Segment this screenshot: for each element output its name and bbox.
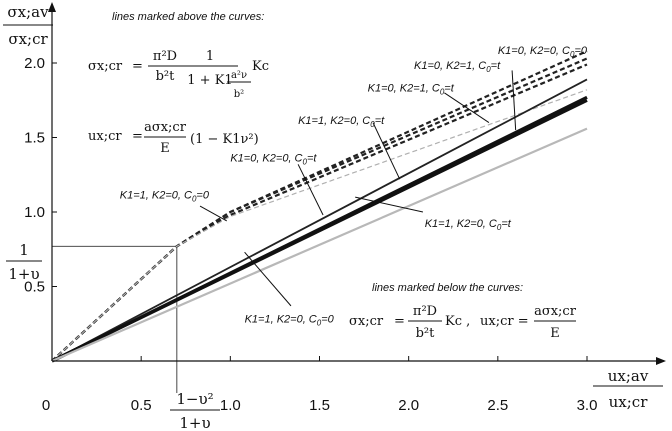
series-line-5 (51, 78, 588, 362)
y-marker-label-den: 1+υ (8, 265, 39, 283)
y-tick-label-2: 1.5 (24, 130, 45, 147)
formula-below-pi2d-den: b²t (416, 326, 436, 341)
annotation-leader-2 (511, 70, 517, 131)
x-axis-label-num: ux;av (608, 367, 649, 385)
formula-below-asig-num: aσx;cr (534, 304, 577, 319)
formula-pi2d-frac-den: b²t (156, 69, 176, 84)
annotation-label-2: K1=0, K2=1, C0=t (414, 60, 501, 74)
y-marker-label-num: 1 (19, 241, 29, 259)
formula-a2v-frac-den: b² (234, 89, 244, 100)
y-axis-label-den: σx;cr (8, 30, 48, 48)
formula-asig-frac-den: E (160, 141, 170, 156)
annotation-leader-5 (297, 164, 324, 216)
annotation-leader-7 (244, 251, 292, 307)
tick-labels: 0 0.5 1.0 1.5 2.0 2.5 3.00.51.01.52.01−υ²1+υ11… (3, 3, 663, 431)
annotations: K1=0, K2=0, C0=0K1=0, K2=1, C0=tK1=0, K2… (120, 45, 588, 327)
formula-sigma-lhs: σx;cr (88, 59, 123, 74)
annotation-label-4: K1=1, K2=0, C0=t (298, 115, 385, 129)
x-tick-label-1: 0.5 (131, 397, 152, 414)
x-tick-label-2: 1.0 (220, 397, 241, 414)
formula-below-asig: aσx;cr E (534, 304, 577, 341)
note-below: lines marked below the curves: (372, 282, 523, 294)
y-tick-label-1: 1.0 (24, 204, 45, 221)
x-tick-label-3: 1.5 (309, 397, 330, 414)
series-line-7 (51, 98, 588, 363)
formula-below-pi2d-num: π²D (413, 304, 437, 319)
text-blocks: lines marked above the curves: lines mark… (88, 11, 577, 341)
y-tick-label-0: 0.5 (24, 279, 45, 296)
formula-sigma-kc: Kc (252, 59, 269, 74)
annotation-label-6: K1=1, K2=0, C0=0 (120, 190, 210, 204)
y-tick-label-3: 2.0 (24, 55, 45, 72)
annotation-label-7: K1=1, K2=0, C0=0 (245, 313, 335, 327)
annotation-leader-6 (199, 205, 228, 222)
x-tick-label-5: 2.5 (487, 397, 508, 414)
formula-den-frac-den: 1 + K1 (187, 73, 232, 88)
series-line-4 (51, 89, 588, 362)
annotation-leader-4 (372, 122, 401, 180)
x-tick-label-6: 3.0 (577, 397, 598, 414)
formula-u: ux;cr =aσx;cr E (1 − K1ν²) (88, 120, 259, 156)
formula-below-lhs: σx;cr (349, 314, 384, 329)
series-line-8 (51, 127, 588, 363)
formula-sigma-eq: = (132, 59, 143, 74)
x-axis-label-den: ux;cr (609, 393, 649, 411)
y-axis-arrow (48, 2, 56, 12)
y-marker-label: 11+υ (6, 241, 42, 283)
formula-below-eq: = (394, 314, 405, 329)
formula-below-kc: Kc , (445, 314, 470, 329)
x-marker-label: 1−υ² 1+υ (170, 390, 220, 431)
annotation-leader-8 (355, 196, 424, 213)
x-marker-label-num: 1−υ² (176, 390, 213, 408)
formula-den-frac-num: 1 (206, 49, 214, 64)
y-axis-label-num: σx;av (7, 3, 49, 21)
formula-asig-frac-num: aσx;cr (144, 120, 187, 135)
formula-pi2d-frac-num: π²D (153, 49, 177, 64)
axes (48, 2, 666, 365)
formula-u-eq: = (132, 129, 143, 144)
x-tick-label-0: 0 (42, 397, 50, 414)
annotation-leader-3 (444, 92, 490, 124)
formula-u-paren: (1 − K1ν²) (190, 132, 259, 147)
annotation-label-3: K1=0, K2=1, C0=t (368, 82, 455, 96)
formula-below-asig-den: E (550, 326, 560, 341)
plot-area (51, 50, 588, 393)
formula-below-pi2d: π²D b²t (408, 304, 442, 341)
y-axis-label: σx;av σx;cr (3, 3, 53, 48)
annotation-label-5: K1=0, K2=0, C0=t (230, 152, 317, 166)
formula-below-u-lhs: ux;cr = (480, 314, 529, 329)
note-above: lines marked above the curves: (112, 11, 264, 23)
formula-den-frac: 1 1 + K1 (182, 49, 238, 88)
formula-u-lhs: ux;cr (88, 129, 122, 144)
x-axis-arrow (656, 357, 666, 365)
x-tick-label-4: 2.0 (398, 397, 419, 414)
annotation-label-8: K1=1, K2=0, C0=t (425, 218, 512, 232)
x-axis-label: ux;av ux;cr (593, 367, 663, 411)
annotation-label-1: K1=0, K2=0, C0=0 (498, 45, 588, 59)
formula-a2v-frac-num: a²ν (231, 70, 247, 81)
x-marker-label-den: 1+υ (179, 414, 210, 431)
formula-a2v-frac: a²ν b² (227, 70, 251, 100)
formula-below: σx;cr = π²D b²t Kc , ux;cr = aσx;cr E (349, 304, 577, 341)
formula-asig-frac: aσx;cr E (144, 120, 187, 156)
formula-pi2d-frac: π²D b²t (148, 49, 182, 84)
